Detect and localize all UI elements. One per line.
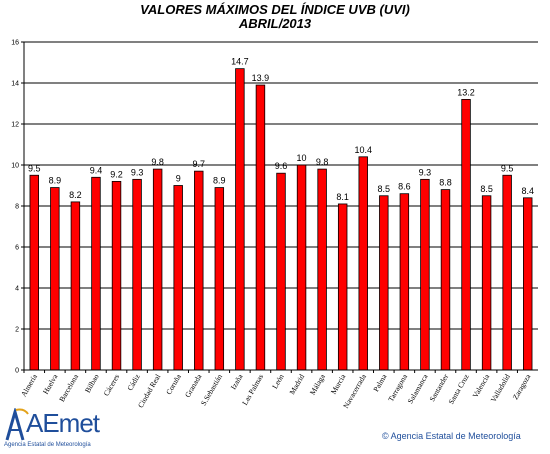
y-tick-label: 6: [15, 245, 19, 252]
y-tick-label: 0: [15, 368, 19, 375]
value-label: 10.4: [354, 145, 372, 155]
value-label: 8.6: [398, 182, 411, 192]
value-labels: 9.5 8.9 8.2 9.4 9.2 9.3 9.8 9 9.7 8.9 14.713.9 9.6 1…: [28, 57, 534, 202]
bar: [296, 164, 307, 371]
bar: [29, 174, 39, 371]
value-label: 13.2: [457, 87, 475, 97]
bar: [235, 68, 245, 371]
aemet-logo-icon: [5, 408, 29, 441]
bar: [91, 176, 101, 371]
bar: [379, 195, 389, 371]
y-axis-ticks: 0 2 4 6 8 10 12 14 16: [11, 40, 24, 375]
y-tick-label: 14: [11, 81, 19, 88]
y-tick-label: 8: [15, 204, 19, 211]
bar: [461, 99, 471, 371]
category-label: Huelva: [41, 372, 60, 396]
category-label: Valladolid: [489, 372, 512, 403]
chart-title: VALORES MÁXIMOS DEL ÍNDICE UVB (UVI): [140, 2, 410, 17]
value-label: 9.5: [501, 163, 514, 173]
category-label: Zaragoza: [511, 372, 533, 401]
bar: [132, 178, 142, 371]
chart-subtitle: ABRIL/2013: [238, 16, 312, 31]
category-label: Madrid: [287, 372, 306, 396]
category-label: Valencia: [471, 372, 492, 399]
value-label: 8.5: [480, 184, 493, 194]
category-label: León: [270, 372, 286, 390]
category-label: Cádiz: [125, 372, 142, 392]
y-tick-label: 12: [11, 122, 19, 129]
bar: [50, 187, 60, 371]
value-label: 9.7: [193, 159, 206, 169]
value-label: 9.6: [275, 161, 288, 171]
value-label: 8.8: [439, 178, 452, 188]
bar: [317, 168, 327, 371]
value-label: 9.3: [419, 167, 432, 177]
y-tick-label: 16: [11, 40, 19, 47]
bar: [337, 203, 348, 371]
bar: [70, 201, 81, 371]
bar: [481, 195, 492, 371]
value-label: 9: [176, 174, 181, 184]
category-label: Cáceres: [102, 372, 122, 397]
category-label: Izaña: [229, 372, 245, 391]
value-label: 8.1: [336, 192, 349, 202]
bar: [420, 178, 430, 371]
category-label: Málaga: [308, 372, 327, 397]
bar: [194, 170, 204, 371]
bars: [29, 68, 533, 371]
aemet-logo-word: AEmet: [26, 408, 100, 438]
bar: [440, 189, 451, 371]
bar: [152, 168, 163, 371]
value-label: 9.4: [90, 165, 103, 175]
category-label: Palma: [371, 372, 389, 393]
bar: [214, 187, 225, 371]
value-label: 9.2: [110, 169, 123, 179]
aemet-logo: AEmet Agencia Estatal de Meteorología: [4, 408, 114, 452]
bar: [255, 84, 266, 371]
category-label: Granada: [183, 372, 204, 399]
aemet-logo-subtitle: Agencia Estatal de Meteorología: [4, 442, 91, 448]
bar: [111, 180, 122, 371]
bar: [358, 156, 368, 371]
bar: [173, 185, 183, 371]
value-label: 14.7: [231, 57, 249, 67]
copyright-text: © Agencia Estatal de Meteorología: [382, 431, 521, 441]
category-label: Murcia: [329, 372, 348, 396]
value-label: 10: [297, 153, 307, 163]
y-tick-label: 4: [15, 286, 19, 293]
category-label: Barcelona: [57, 372, 80, 403]
bar: [502, 174, 512, 371]
value-label: 8.9: [49, 176, 62, 186]
category-label: Salamanca: [406, 372, 430, 405]
bar: [399, 193, 410, 371]
category-label: Almería: [19, 372, 39, 398]
value-label: 9.8: [151, 157, 164, 167]
value-label: 8.9: [213, 176, 226, 186]
y-tick-label: 2: [15, 327, 19, 334]
value-label: 9.5: [28, 163, 41, 173]
value-label: 8.2: [69, 190, 82, 200]
value-label: 13.9: [252, 73, 270, 83]
value-label: 8.5: [378, 184, 391, 194]
value-label: 8.4: [521, 186, 534, 196]
value-label: 9.8: [316, 157, 329, 167]
bar: [276, 172, 286, 371]
value-label: 9.3: [131, 167, 144, 177]
y-tick-label: 10: [11, 163, 19, 170]
bar: [523, 197, 533, 371]
category-label: Bilbao: [83, 372, 101, 394]
category-label: Coruña: [164, 372, 183, 396]
